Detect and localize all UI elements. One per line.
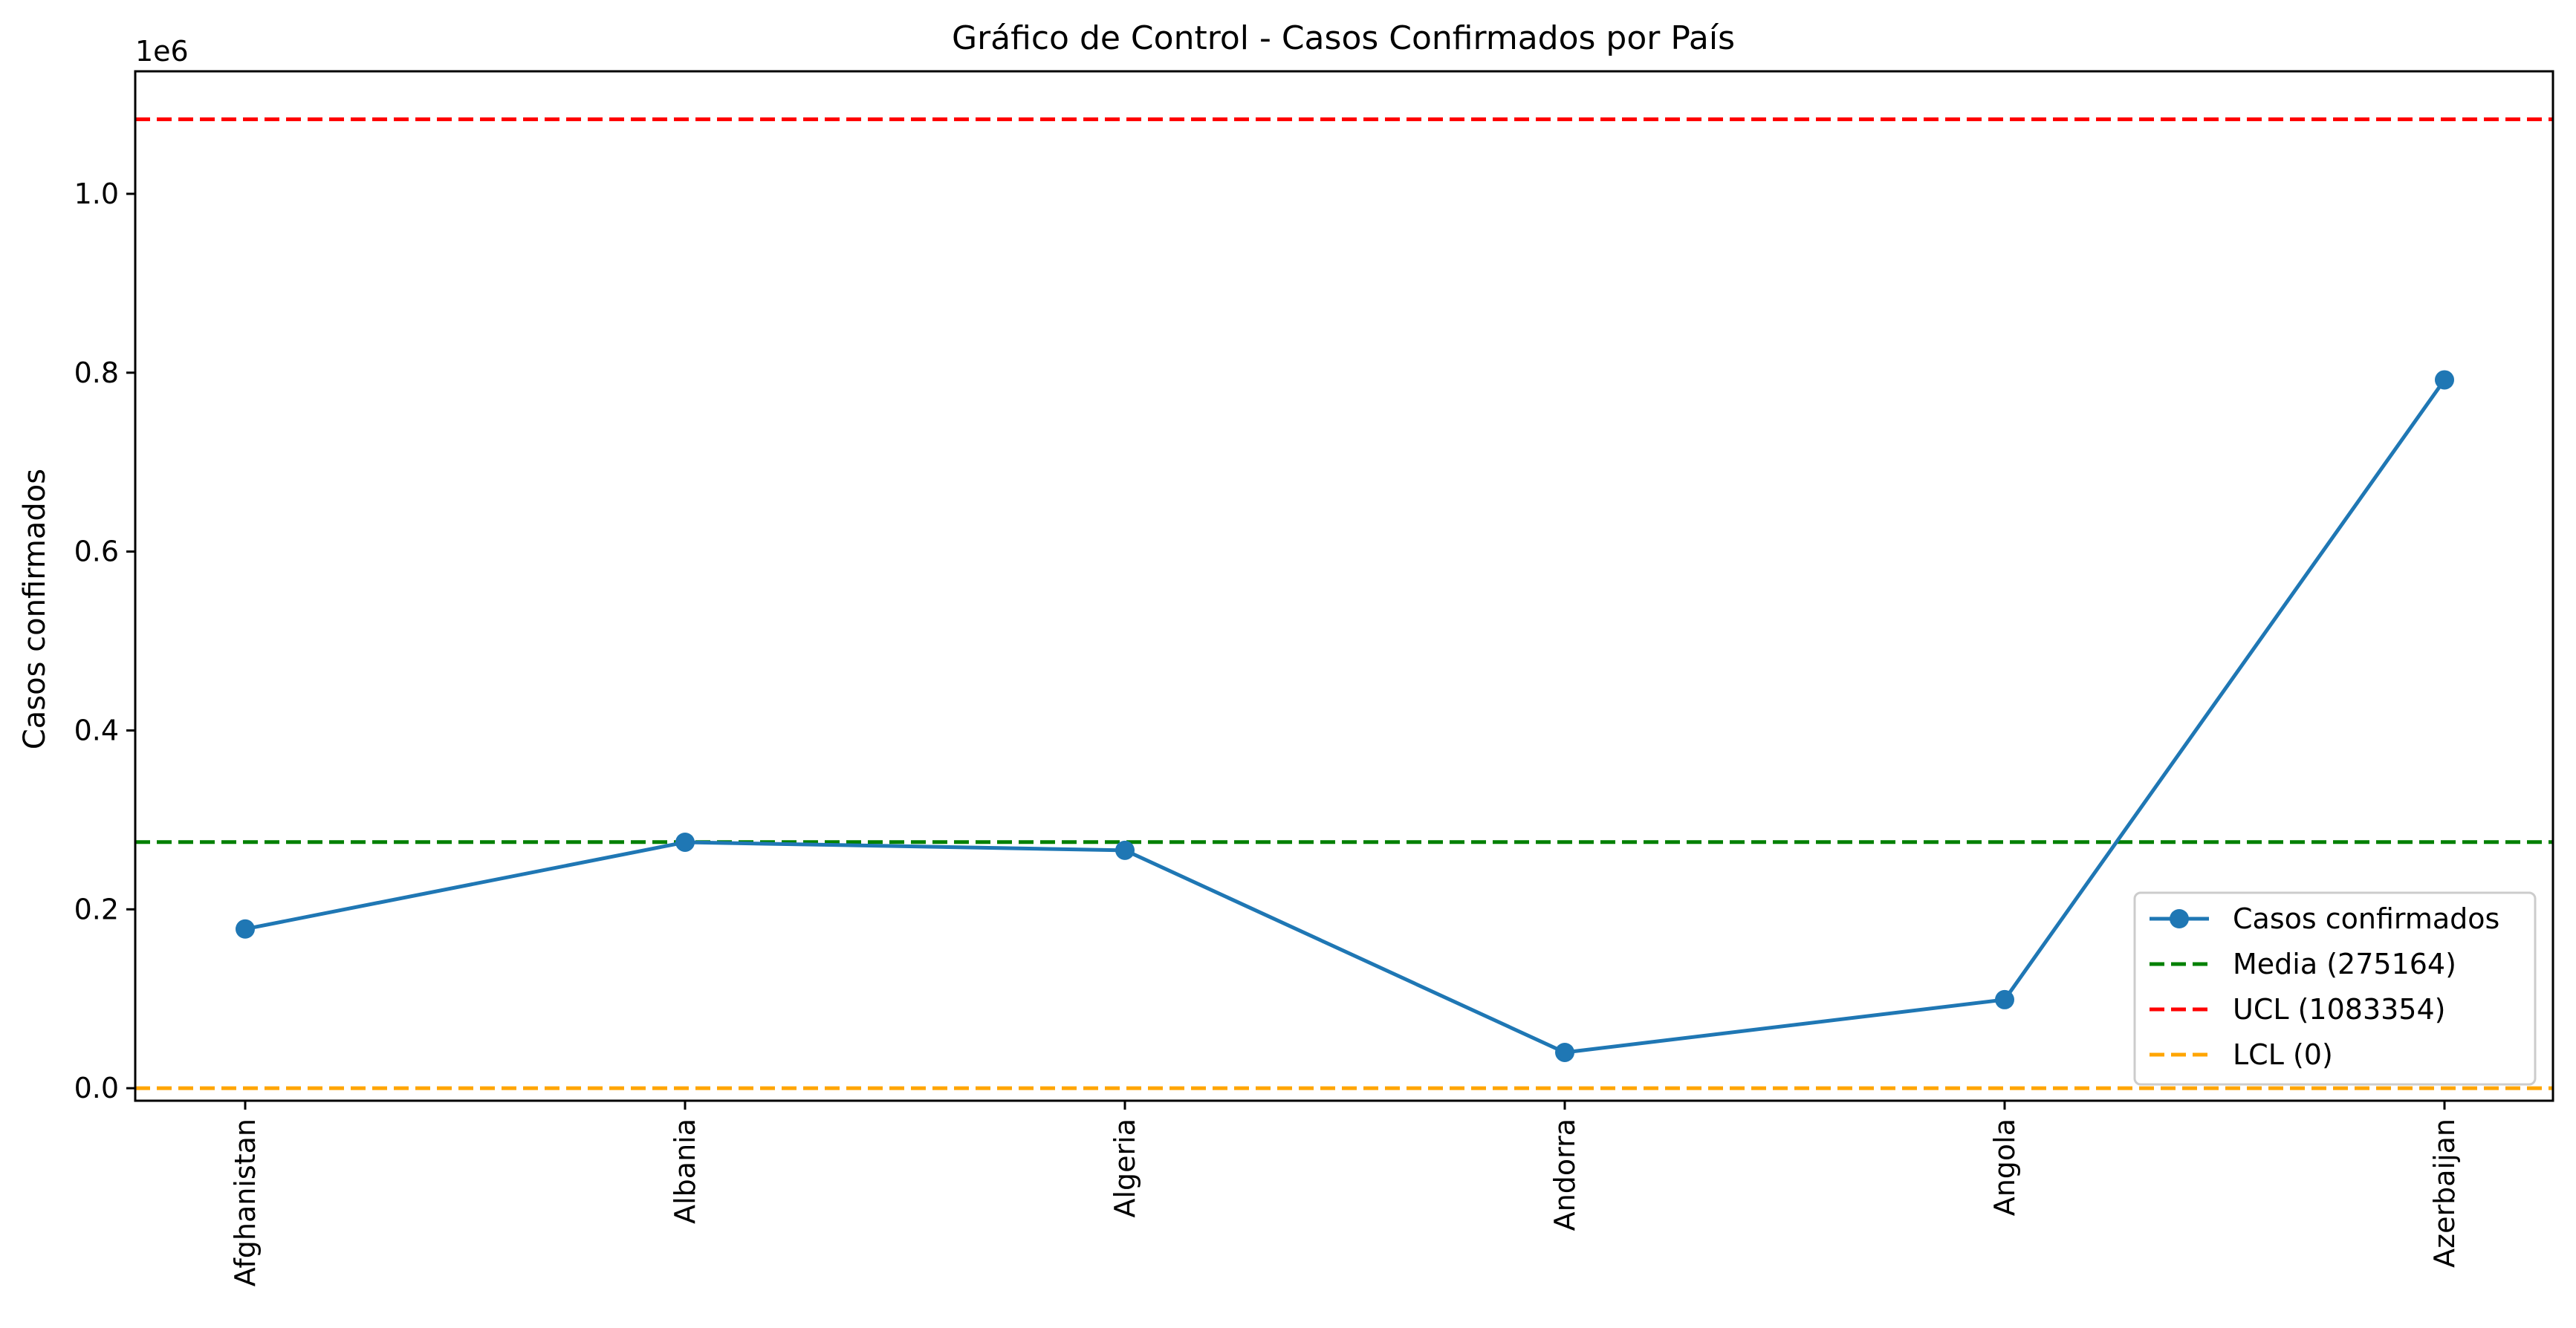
legend-entry-label: Casos confirmados	[2233, 902, 2499, 935]
legend-entry-label: Media (275164)	[2233, 948, 2456, 980]
legend: Casos confirmados Media (275164) UCL (1083…	[2133, 891, 2537, 1086]
y-tick-label: 1.0	[74, 178, 119, 210]
y-tick-label: 0.2	[74, 893, 119, 925]
y-tick-label: 0.4	[74, 714, 119, 746]
y-axis-label: Casos confirmados	[18, 469, 52, 749]
data-point	[1555, 1042, 1574, 1062]
plot-frame	[134, 70, 2554, 1102]
data-point	[1995, 989, 2014, 1009]
chart-title: Gráfico de Control - Casos Confirmados p…	[952, 19, 1735, 57]
y-tick-label: 0.0	[74, 1072, 119, 1104]
x-tick-label: Azerbaijan	[2428, 1119, 2461, 1268]
y-tick-label: 0.8	[74, 357, 119, 389]
x-tick-label: Andorra	[1548, 1119, 1581, 1231]
x-tick-label: Afghanistan	[229, 1119, 262, 1286]
data-point	[2435, 370, 2454, 390]
legend-box	[2133, 891, 2537, 1086]
legend-entry-label: UCL (1083354)	[2233, 993, 2445, 1026]
data-point	[1115, 840, 1135, 860]
series-line	[244, 378, 2447, 1055]
y-tick-label: 0.6	[74, 536, 119, 568]
x-tick-label: Algeria	[1109, 1119, 1141, 1218]
legend-entry-label: LCL (0)	[2233, 1038, 2333, 1071]
plot-area: 0.0 0.2 0.4 0.6 0.8 1.0 Afghanistan Albania Alge…	[74, 117, 2553, 1286]
data-point	[236, 919, 255, 939]
data-point	[675, 832, 695, 852]
legend-marker	[2170, 909, 2189, 928]
y-axis-offset-label: 1e6	[135, 35, 189, 68]
x-tick-label: Angola	[1988, 1119, 2021, 1216]
x-tick-label: Albania	[669, 1119, 701, 1224]
